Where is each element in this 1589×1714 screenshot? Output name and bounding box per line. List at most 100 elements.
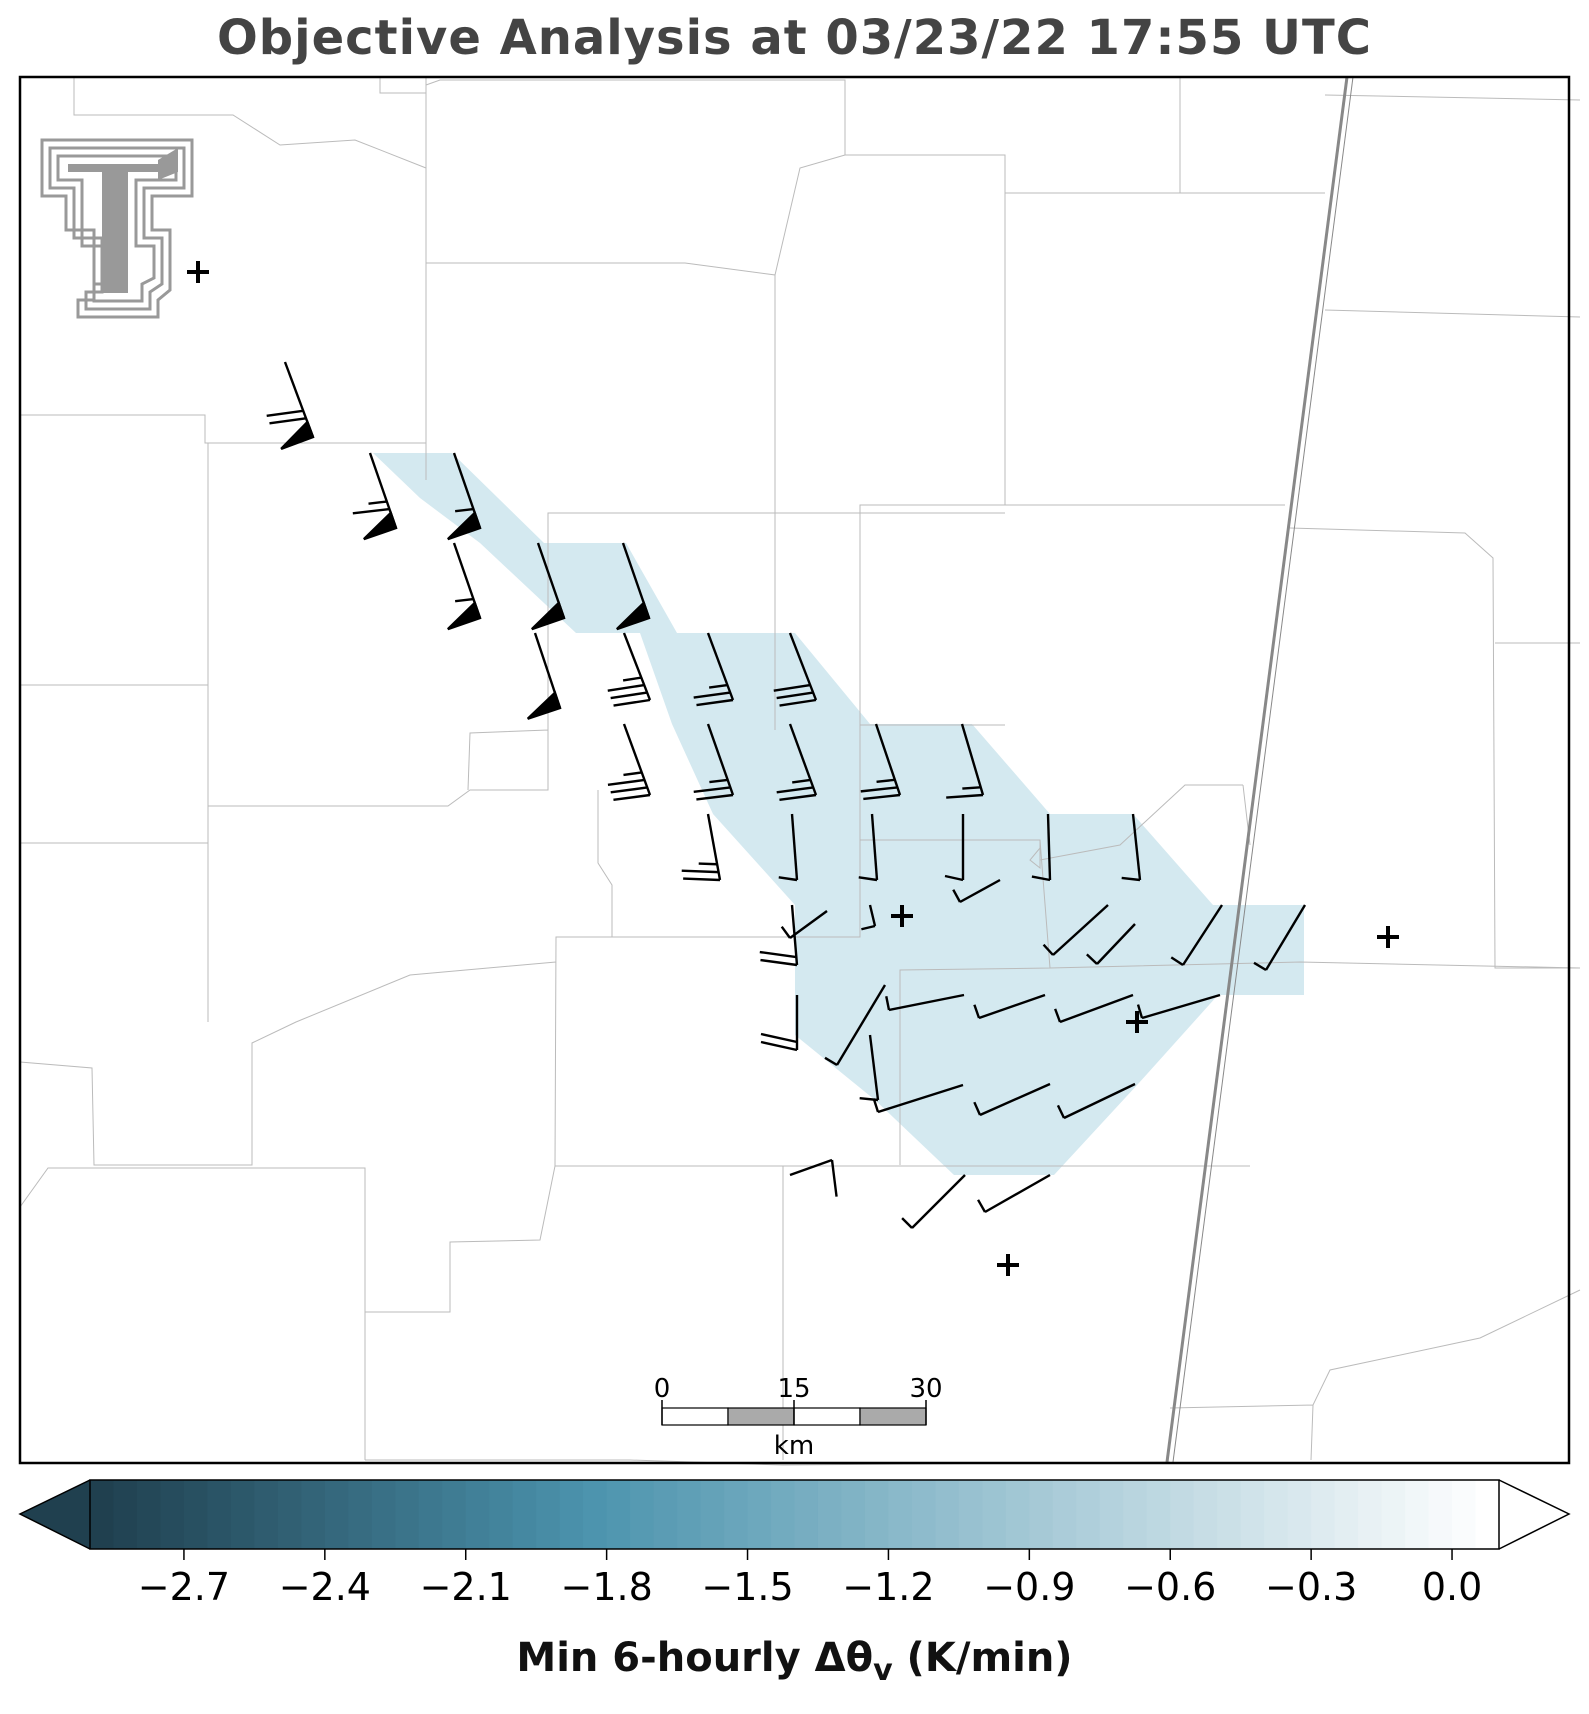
texas-tech-double-t-logo <box>40 138 194 319</box>
colorbar-cell <box>1193 1480 1218 1549</box>
colorbar-cell <box>1052 1480 1077 1549</box>
colorbar-cell <box>1170 1480 1195 1549</box>
wind-barb <box>1136 993 1221 1020</box>
colorbar-cell <box>1099 1480 1124 1549</box>
wind-barb <box>447 542 482 631</box>
wind-barb <box>681 813 722 882</box>
station-markers <box>187 261 1399 1276</box>
colorbar-cell <box>1452 1480 1477 1549</box>
colorbar-cell <box>794 1480 819 1549</box>
colorbar-frame <box>89 1479 1500 1550</box>
colorbar-cell <box>254 1480 279 1549</box>
colorbar-tick-label: −0.3 <box>1265 1565 1357 1609</box>
colorbar-label-subscript: v <box>873 1653 893 1688</box>
colorbar-cell <box>324 1480 349 1549</box>
colorbar-cell <box>1240 1480 1265 1549</box>
colorbar-cell <box>1029 1480 1054 1549</box>
colorbar-tick-label: −2.1 <box>420 1565 512 1609</box>
wind-barb <box>973 993 1046 1020</box>
station-marker <box>997 1254 1019 1276</box>
wind-barb <box>760 995 799 1052</box>
scale-bar: 0 15 30 km <box>654 1374 943 1461</box>
wind-barb <box>780 910 828 939</box>
colorbar-cell <box>489 1480 514 1549</box>
colorbar-arrow-outline <box>1498 1479 1571 1550</box>
colorbar-cell <box>1405 1480 1430 1549</box>
colorbar-cell <box>911 1480 936 1549</box>
colorbar-cell <box>1146 1480 1171 1549</box>
colorbar-label-unit: (K/min) <box>892 1635 1073 1681</box>
colorbar-cell <box>1217 1480 1242 1549</box>
station-marker <box>1126 1011 1148 1033</box>
wind-barb <box>1253 904 1307 972</box>
colorbar-cell <box>512 1480 537 1549</box>
scale-unit: km <box>774 1431 814 1461</box>
wind-barb <box>352 452 398 541</box>
scale-label-0: 0 <box>654 1374 671 1404</box>
colorbar-cell <box>747 1480 772 1549</box>
colorbar-cell <box>864 1480 890 1549</box>
wind-barb <box>776 723 818 802</box>
wind-barb <box>531 542 566 631</box>
wind-barb <box>952 878 1001 904</box>
map-frame <box>18 75 1571 1465</box>
station-marker <box>1377 926 1399 948</box>
colorbar-cell <box>583 1480 608 1549</box>
wind-barb <box>693 723 735 801</box>
colorbar-cell <box>677 1480 702 1549</box>
wind-barb <box>861 904 877 931</box>
colorbar-cell <box>371 1480 396 1549</box>
wind-barb <box>526 632 562 720</box>
state-boundary-line <box>1165 76 1349 1463</box>
wind-barb <box>1031 813 1052 882</box>
wind-barb <box>1056 1082 1136 1120</box>
wind-barb <box>901 1174 966 1229</box>
colorbar-tick-label: −2.7 <box>138 1565 230 1609</box>
wind-barb <box>616 542 651 631</box>
colorbar-cell <box>418 1480 443 1549</box>
colorbar-cell <box>536 1480 561 1549</box>
colorbar-cell <box>841 1480 866 1549</box>
colorbar-extend-left <box>20 1480 90 1549</box>
colorbar-cell <box>982 1480 1007 1549</box>
wind-barb <box>973 1082 1051 1117</box>
wind-barb <box>977 1173 1051 1214</box>
colorbar-tick-label: −1.8 <box>560 1565 652 1609</box>
colorbar-ticks: −2.7 −2.4 −2.1 −1.8 −1.5 −1.2 −0.9 −0.6 −0.3 0.0 <box>138 1549 1482 1609</box>
wind-barb <box>872 1083 964 1114</box>
wind-barb <box>860 723 902 801</box>
colorbar-cell <box>442 1480 467 1549</box>
station-marker <box>891 905 913 927</box>
colorbar-tick-label: −2.4 <box>279 1565 371 1609</box>
colorbar-cell <box>1381 1480 1406 1549</box>
wind-barb <box>824 984 887 1067</box>
wind-barb <box>447 452 482 541</box>
colorbar-cell <box>1358 1480 1383 1549</box>
colorbar-cell <box>700 1480 725 1549</box>
colorbar-cell <box>136 1480 162 1549</box>
colorbar-cell <box>630 1480 655 1549</box>
colorbar-cell <box>1287 1480 1312 1549</box>
colorbar-cell <box>1428 1480 1453 1549</box>
colorbar-cell <box>90 1480 115 1549</box>
colorbar-cell <box>653 1480 678 1549</box>
colorbar-cell <box>230 1480 255 1549</box>
colorbar-cell <box>935 1480 960 1549</box>
colorbar-extend-right <box>1499 1480 1569 1549</box>
colorbar-cell <box>1334 1480 1359 1549</box>
wind-barb <box>1170 904 1224 967</box>
wind-barb <box>266 361 315 451</box>
wind-barb <box>778 813 799 882</box>
wind-barb <box>607 632 652 707</box>
colorbar-cell <box>559 1480 584 1549</box>
wind-barb <box>858 813 879 882</box>
colorbar-cell <box>1475 1480 1500 1549</box>
scale-label-15: 15 <box>777 1374 810 1404</box>
wind-barb <box>944 814 965 882</box>
wind-barbs <box>266 361 1307 1229</box>
wind-barb <box>789 1158 838 1197</box>
colorbar-cell <box>817 1480 843 1549</box>
colorbar-cell <box>1123 1480 1148 1549</box>
